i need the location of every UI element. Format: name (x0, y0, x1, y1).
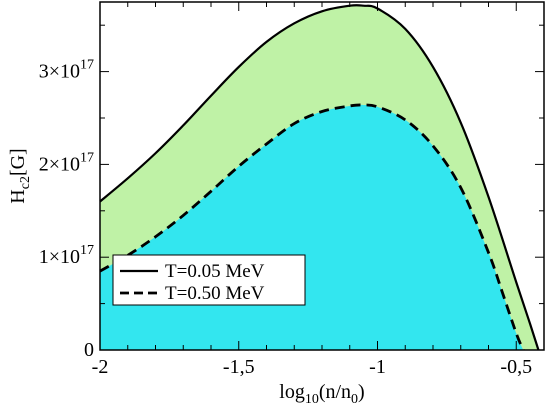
y-axis-title: Hc2[G] (7, 148, 33, 203)
x-tick-label: -0,5 (500, 356, 532, 378)
x-tick-label: -1 (369, 356, 386, 378)
legend-label-series-1: T=0.05 MeV (165, 261, 265, 282)
x-tick-label: -1,5 (223, 356, 255, 378)
y-tick-label: 3×1017 (39, 58, 94, 83)
axis-ticks: -2 -1,5 -1 -0,5 0 1×1017 2×1017 3×1017 (39, 2, 545, 378)
legend: T=0.05 MeV T=0.50 MeV (112, 254, 306, 306)
series-1-line (99, 4, 540, 351)
series-2-line (99, 103, 525, 351)
legend-label-series-2: T=0.50 MeV (165, 283, 265, 304)
y-tick-label: 0 (84, 339, 94, 361)
y-tick-label: 2×1017 (39, 150, 94, 175)
x-axis-title: log10(n/n0) (279, 381, 364, 407)
x-tick-label: -2 (92, 356, 109, 378)
y-tick-label: 1×1017 (39, 243, 94, 268)
legend-box (112, 254, 306, 306)
